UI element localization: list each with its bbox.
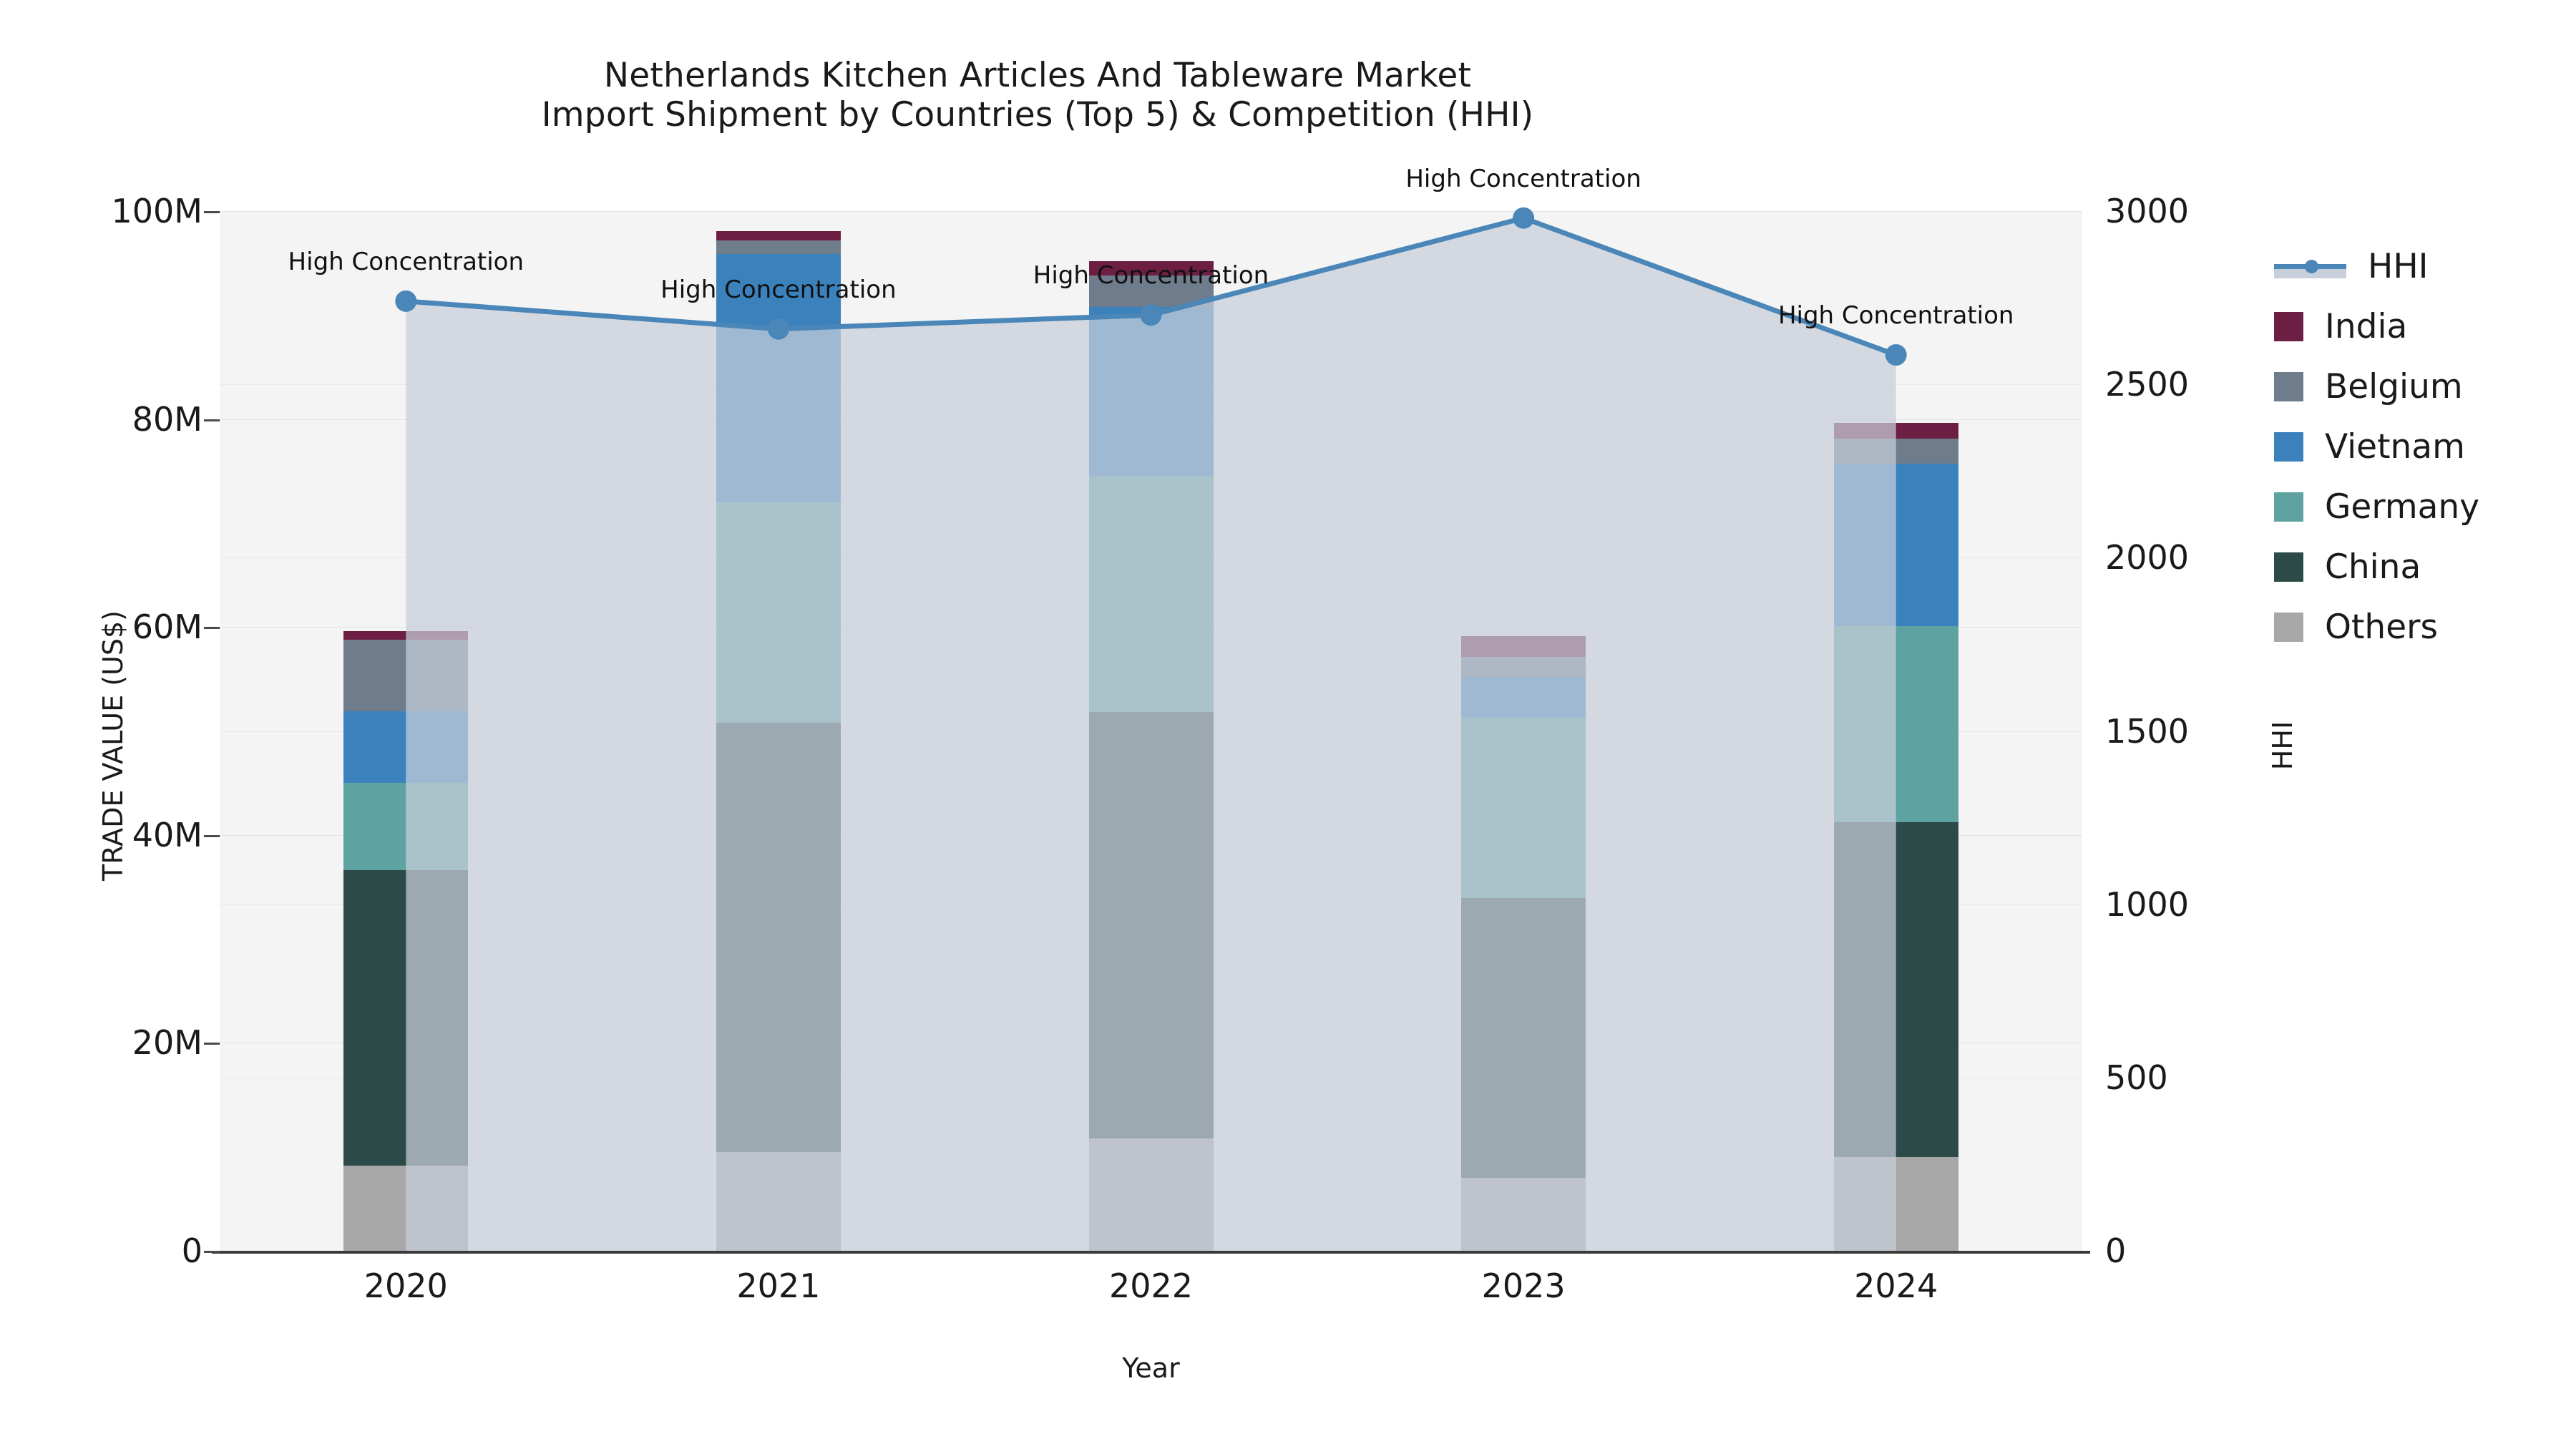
legend-label-hhi: HHI — [2368, 246, 2429, 286]
y-tick-label-100M: 100M — [111, 192, 203, 230]
chart-title-line-2: Import Shipment by Countries (Top 5) & C… — [541, 95, 1534, 135]
y2-axis-title: HHI — [2267, 721, 2298, 771]
bar-segment-belgium-2022[interactable] — [1088, 275, 1214, 307]
legend-label-germany: Germany — [2325, 487, 2480, 527]
legend-swatch-vietnam — [2274, 431, 2303, 462]
x-axis-line — [212, 1251, 2090, 1254]
y-tick-label-40M: 40M — [132, 815, 203, 854]
y-tick-label-0: 0 — [181, 1231, 203, 1270]
y-tick-mark — [204, 1251, 220, 1253]
legend-swatch-germany — [2274, 492, 2303, 522]
hhi-area-fill — [406, 218, 1896, 1252]
y2-tick-label-2000: 2000 — [2105, 538, 2190, 577]
hhi-marker-2024[interactable] — [1885, 344, 1907, 366]
y2-tick-label-3000: 3000 — [2105, 192, 2190, 230]
bar-segment-india-2021[interactable] — [716, 230, 841, 240]
y2-tick-label-1000: 1000 — [2105, 884, 2190, 924]
legend-label-vietnam: Vietnam — [2325, 426, 2465, 467]
annotation-high-concentration-2024: High Concentration — [1777, 301, 2014, 330]
legend-swatch-belgium — [2274, 371, 2303, 401]
legend-label-belgium: Belgium — [2325, 366, 2463, 406]
legend-swatch-china — [2274, 552, 2303, 582]
legend-label-others: Others — [2325, 607, 2438, 647]
x-tick-label-2022: 2022 — [1108, 1267, 1194, 1305]
hhi-series-overlay — [395, 207, 1907, 1252]
y-tick-label-60M: 60M — [132, 608, 203, 647]
x-axis-title: Year — [1122, 1352, 1180, 1384]
plot-area: High Concentration High Concentration High… — [220, 165, 2082, 1252]
legend-label-china: China — [2325, 547, 2421, 587]
annotation-high-concentration-2022: High Concentration — [1033, 261, 1269, 291]
y2-tick-label-500: 500 — [2105, 1058, 2168, 1097]
y-tick-label-20M: 20M — [132, 1023, 203, 1063]
bar-segment-belgium-2021[interactable] — [716, 240, 841, 254]
x-tick-label-2021: 2021 — [736, 1267, 821, 1305]
hhi-marker-2020[interactable] — [395, 290, 417, 312]
annotation-high-concentration-2023: High Concentration — [1405, 164, 1641, 193]
x-tick-label-2024: 2024 — [1854, 1267, 1938, 1305]
hhi-marker-2023[interactable] — [1513, 207, 1535, 229]
legend-item-belgium[interactable]: Belgium — [2274, 356, 2575, 416]
legend-label-india: India — [2325, 306, 2408, 346]
hhi-marker-2021[interactable] — [767, 318, 789, 340]
y2-tick-label-2500: 2500 — [2105, 365, 2190, 404]
legend-swatch-others — [2274, 612, 2303, 642]
annotation-high-concentration-2020: High Concentration — [288, 247, 525, 276]
annotation-high-concentration-2021: High Concentration — [660, 275, 897, 304]
y-tick-mark — [204, 834, 220, 837]
y-tick-mark — [204, 627, 220, 630]
chart-title-line-1: Netherlands Kitchen Articles And Tablewa… — [603, 56, 1472, 95]
bar-segment-india-2020[interactable] — [343, 631, 469, 640]
y2-tick-label-0: 0 — [2105, 1231, 2127, 1270]
y-tick-mark — [204, 419, 220, 421]
y-tick-mark — [204, 1043, 220, 1045]
y-tick-mark — [204, 211, 220, 213]
legend-swatch-india — [2274, 311, 2303, 341]
x-tick-label-2023: 2023 — [1481, 1267, 1566, 1305]
legend-line-key-icon — [2274, 252, 2346, 281]
legend-item-vietnam[interactable]: Vietnam — [2274, 416, 2575, 477]
chart-title: Netherlands Kitchen Articles And Tablewa… — [0, 56, 2075, 135]
legend-item-india[interactable]: India — [2274, 296, 2575, 356]
hhi-marker-2022[interactable] — [1140, 304, 1162, 326]
y-tick-label-80M: 80M — [132, 399, 203, 439]
y2-tick-label-1500: 1500 — [2105, 711, 2190, 751]
hhi-markers — [395, 207, 1907, 366]
legend: HHI India Belgium Vietnam Germany China Others — [2274, 236, 2575, 657]
legend-item-china[interactable]: China — [2274, 537, 2575, 597]
bar-segment-india-2022[interactable] — [1088, 260, 1214, 276]
legend-item-germany[interactable]: Germany — [2274, 477, 2575, 537]
y-axis-title: TRADE VALUE (US$) — [97, 610, 129, 881]
x-tick-label-2020: 2020 — [364, 1267, 448, 1305]
legend-item-hhi[interactable]: HHI — [2274, 236, 2575, 296]
gridline-trade-value — [220, 211, 2082, 212]
legend-item-others[interactable]: Others — [2274, 597, 2575, 657]
